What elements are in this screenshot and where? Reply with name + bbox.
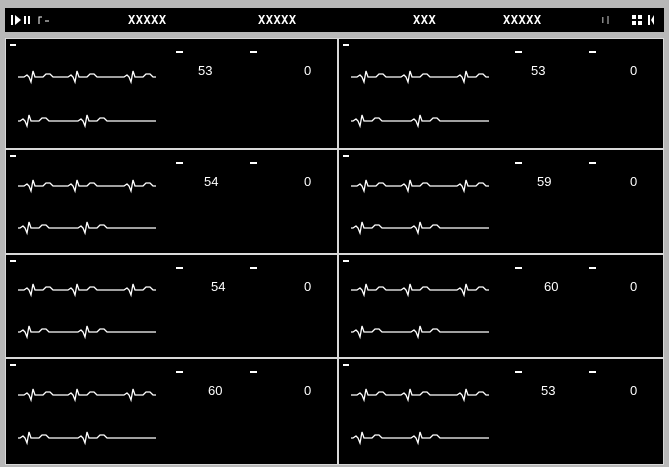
- header-field-1: XXXXX: [128, 13, 167, 27]
- vital-value-primary: 53: [531, 63, 546, 78]
- waveform-trace-lower: [18, 325, 156, 340]
- vital-value-secondary: 0: [630, 383, 638, 398]
- label-marker: [589, 51, 596, 53]
- header-field-3: XXX: [413, 13, 437, 27]
- vital-value-secondary: 0: [630, 174, 638, 189]
- label-marker: [250, 51, 257, 53]
- label-marker: [515, 51, 522, 53]
- label-marker: [10, 155, 16, 157]
- waveform-trace-upper: [18, 179, 156, 194]
- waveform-panel: [18, 70, 156, 129]
- label-marker: [250, 371, 257, 373]
- waveform-trace-upper: [351, 70, 489, 85]
- monitor-tile[interactable]: 53 0: [338, 358, 664, 465]
- monitor-grid: 53 0 53 0 54 0 59 0 54 0 60 0 60 0 53 0: [5, 38, 664, 465]
- monitor-tile[interactable]: 54 0: [5, 254, 338, 358]
- label-marker: [589, 371, 596, 373]
- monitor-tile[interactable]: 53 0: [338, 38, 664, 149]
- layout-controls-icon[interactable]: [598, 13, 658, 27]
- label-marker: [343, 44, 349, 46]
- label-marker: [589, 162, 596, 164]
- monitor-tile[interactable]: 60 0: [338, 254, 664, 358]
- waveform-panel: [351, 388, 489, 446]
- waveform-trace-lower: [351, 114, 489, 129]
- label-marker: [343, 155, 349, 157]
- vital-value-secondary: 0: [630, 63, 638, 78]
- waveform-trace-lower: [351, 325, 489, 340]
- label-marker: [343, 260, 349, 262]
- label-marker: [176, 51, 183, 53]
- waveform-trace-upper: [18, 388, 156, 403]
- vital-value-secondary: 0: [630, 279, 638, 294]
- top-status-bar: XXXXX XXXXX XXX XXXXX: [5, 8, 664, 32]
- label-marker: [10, 260, 16, 262]
- waveform-panel: [18, 283, 156, 340]
- label-marker: [250, 162, 257, 164]
- waveform-trace-upper: [351, 388, 489, 403]
- vital-value-primary: 53: [541, 383, 556, 398]
- waveform-trace-upper: [351, 283, 489, 298]
- header-field-4: XXXXX: [503, 13, 542, 27]
- label-marker: [515, 371, 522, 373]
- vital-value-primary: 59: [537, 174, 552, 189]
- vital-value-secondary: 0: [304, 279, 312, 294]
- label-marker: [250, 267, 257, 269]
- vital-value-primary: 54: [211, 279, 226, 294]
- header-field-2: XXXXX: [258, 13, 297, 27]
- label-marker: [515, 267, 522, 269]
- vital-value-secondary: 0: [304, 174, 312, 189]
- waveform-trace-upper: [351, 179, 489, 194]
- waveform-trace-lower: [18, 431, 156, 446]
- label-marker: [343, 364, 349, 366]
- waveform-trace-lower: [18, 221, 156, 236]
- vital-value-secondary: 0: [304, 63, 312, 78]
- monitor-tile[interactable]: 59 0: [338, 149, 664, 254]
- waveform-trace-lower: [351, 431, 489, 446]
- label-marker: [515, 162, 522, 164]
- waveform-trace-lower: [351, 221, 489, 236]
- label-marker: [176, 162, 183, 164]
- monitor-tile[interactable]: 53 0: [5, 38, 338, 149]
- monitor-tile[interactable]: 60 0: [5, 358, 338, 465]
- vital-value-primary: 53: [198, 63, 213, 78]
- waveform-trace-lower: [18, 114, 156, 129]
- waveform-panel: [18, 388, 156, 446]
- label-marker: [176, 267, 183, 269]
- vital-value-primary: 54: [204, 174, 219, 189]
- vital-value-primary: 60: [208, 383, 223, 398]
- waveform-panel: [351, 70, 489, 129]
- playback-controls-icon[interactable]: [11, 14, 75, 26]
- waveform-panel: [351, 283, 489, 340]
- waveform-panel: [351, 179, 489, 236]
- waveform-trace-upper: [18, 283, 156, 298]
- monitor-tile[interactable]: 54 0: [5, 149, 338, 254]
- vital-value-secondary: 0: [304, 383, 312, 398]
- waveform-panel: [18, 179, 156, 236]
- label-marker: [176, 371, 183, 373]
- vital-value-primary: 60: [544, 279, 559, 294]
- label-marker: [10, 364, 16, 366]
- waveform-trace-upper: [18, 70, 156, 85]
- label-marker: [589, 267, 596, 269]
- label-marker: [10, 44, 16, 46]
